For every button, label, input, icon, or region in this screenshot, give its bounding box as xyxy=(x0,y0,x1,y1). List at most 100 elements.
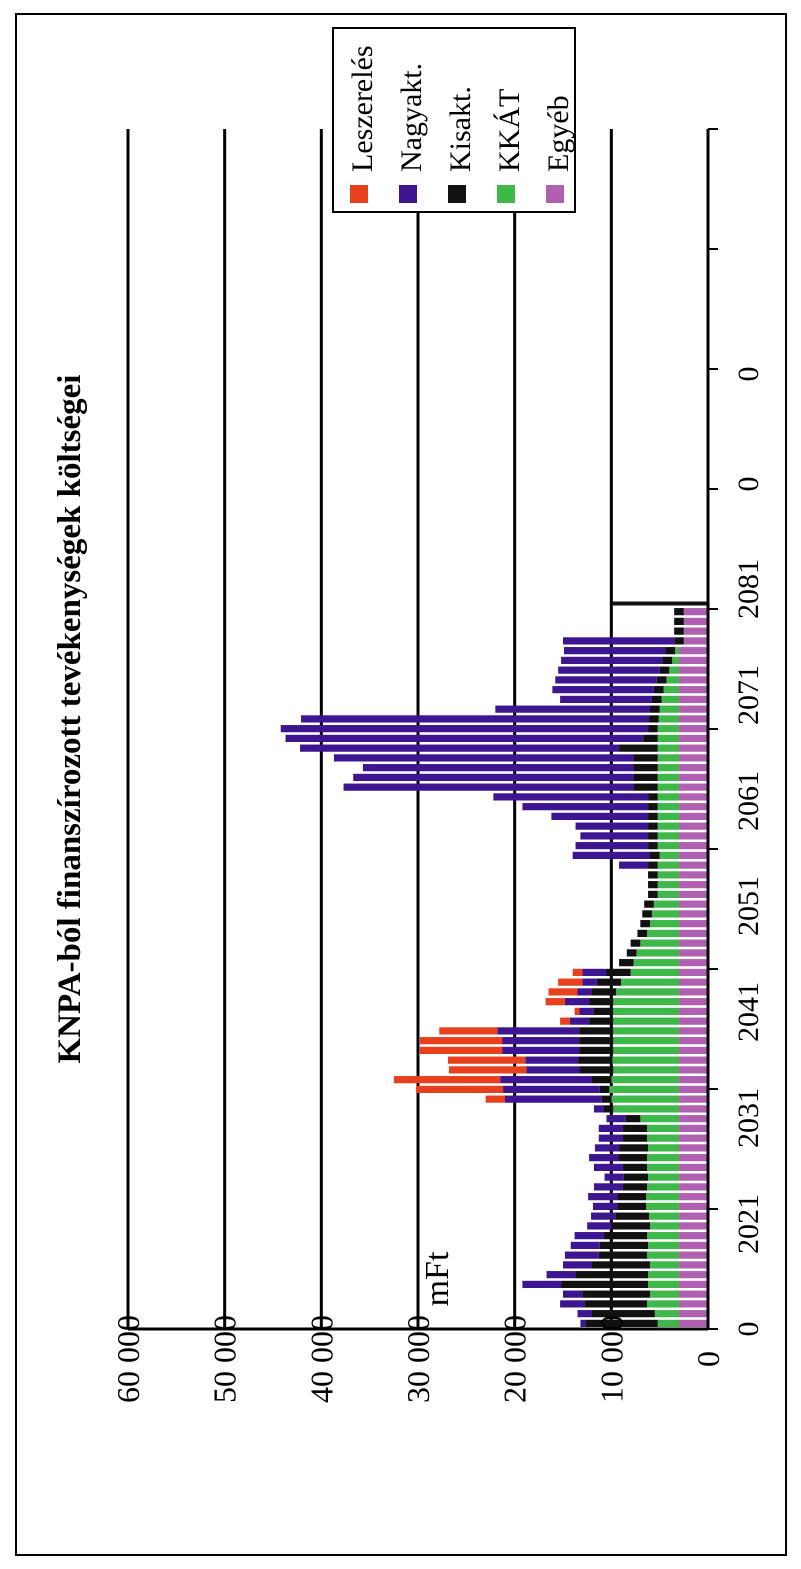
bar-segment xyxy=(657,764,680,772)
bar-segment xyxy=(502,1046,580,1054)
bar-segment xyxy=(563,637,675,645)
bar-segment xyxy=(621,978,679,986)
bar-segment xyxy=(577,988,592,996)
y-tick-label: 60 000 xyxy=(110,1315,146,1403)
bar-segment xyxy=(579,1007,594,1015)
bar-segment xyxy=(555,676,657,684)
bar-segment xyxy=(447,1056,526,1064)
bar-segment xyxy=(633,959,679,967)
bar-segment xyxy=(648,803,658,811)
bar-segment xyxy=(679,734,708,742)
bar-segment xyxy=(493,793,649,801)
bar-segment xyxy=(679,890,708,898)
bar-segment xyxy=(653,686,664,694)
bar-segment xyxy=(662,656,673,664)
bar-segment xyxy=(643,734,658,742)
bar-segment xyxy=(679,1310,708,1318)
bar-segment xyxy=(683,617,708,625)
bar-segment xyxy=(679,676,708,684)
bar-segment xyxy=(647,1183,679,1191)
bar-segment xyxy=(564,1251,599,1259)
bar-segment xyxy=(679,832,708,840)
bar-segment xyxy=(658,715,680,723)
bar-segment xyxy=(633,764,658,772)
bar-segment xyxy=(522,803,649,811)
bar-segment xyxy=(679,842,708,850)
bar-segment xyxy=(679,1134,708,1142)
bar-segment xyxy=(616,988,680,996)
bar-segment xyxy=(653,900,679,908)
bar-segment xyxy=(657,861,680,869)
bar-segment xyxy=(657,734,680,742)
bar-segment xyxy=(657,812,680,820)
bar-segment xyxy=(679,1037,708,1045)
bar-segment xyxy=(604,1173,624,1181)
bar-segment xyxy=(416,1085,504,1093)
bar-segment xyxy=(679,920,708,928)
bar-segment xyxy=(679,998,708,1006)
bar-segment xyxy=(657,773,680,781)
bar-segment xyxy=(647,1300,679,1308)
chart-title: KNPA-ból finanszírozott tevékenységek kö… xyxy=(52,375,88,1064)
bar-segment xyxy=(679,1173,708,1181)
bar-segment xyxy=(679,1193,708,1201)
bar-segment xyxy=(630,939,641,947)
x-tick-label: 2021 xyxy=(732,1194,765,1254)
bar-segment xyxy=(594,1144,620,1152)
bar-segment xyxy=(640,920,650,928)
bar-segment xyxy=(679,1290,708,1298)
bar-segment xyxy=(679,959,708,967)
y-tick-label: 0 xyxy=(690,1351,726,1367)
bar-segment xyxy=(611,1076,679,1084)
y-axis-label: mFt xyxy=(419,1251,456,1306)
bar-segment xyxy=(659,851,680,859)
legend-label: KKÁT xyxy=(493,89,526,172)
bar-segment xyxy=(683,637,708,645)
bar-segment xyxy=(683,608,708,616)
bar-segment xyxy=(679,1105,708,1113)
bar-segment xyxy=(657,822,680,830)
bar-segment xyxy=(679,881,708,889)
bar-segment xyxy=(647,1124,679,1132)
bar-segment xyxy=(679,1183,708,1191)
bar-segment xyxy=(679,1241,708,1249)
bar-segment xyxy=(599,1085,610,1093)
bar-segment xyxy=(613,1027,679,1035)
bar-segment xyxy=(657,1319,680,1327)
bar-segment xyxy=(611,601,708,606)
bar-segment xyxy=(575,1271,649,1279)
bar-segment xyxy=(606,1115,626,1123)
bars xyxy=(280,601,708,1327)
bar-segment xyxy=(640,1115,679,1123)
bar-segment xyxy=(280,725,649,733)
bar-segment xyxy=(657,842,680,850)
bar-segment xyxy=(679,1212,708,1220)
legend-box xyxy=(332,27,576,213)
bar-segment xyxy=(505,1095,602,1103)
bar-segment xyxy=(636,949,680,957)
legend-swatch xyxy=(399,185,417,203)
bar-segment xyxy=(679,1222,708,1230)
bar-segment xyxy=(647,1134,679,1142)
y-tick-labels: 0 10 000 20 000 30 000 40 000 50 000 60 000 xyxy=(110,1315,726,1403)
bar-segment xyxy=(679,1163,708,1171)
bar-segment xyxy=(666,676,680,684)
bar-segment xyxy=(647,1154,679,1162)
bar-segment xyxy=(575,822,649,830)
bar-segment xyxy=(648,871,658,879)
bar-segment xyxy=(679,793,708,801)
bar-segment xyxy=(598,1134,623,1142)
bar-segment xyxy=(623,1173,649,1181)
bar-segment xyxy=(625,1115,641,1123)
bar-segment xyxy=(575,842,649,850)
bar-segment xyxy=(613,1066,679,1074)
bar-segment xyxy=(622,1134,648,1142)
bar-segment xyxy=(419,1037,503,1045)
bar-segment xyxy=(633,783,658,791)
bar-segment xyxy=(578,1056,613,1064)
bar-segment xyxy=(525,1056,579,1064)
x-tick-label: 0 xyxy=(732,367,765,382)
x-tick-label: 2071 xyxy=(732,665,765,725)
bar-segment xyxy=(683,627,708,635)
bar-segment xyxy=(419,1046,503,1054)
